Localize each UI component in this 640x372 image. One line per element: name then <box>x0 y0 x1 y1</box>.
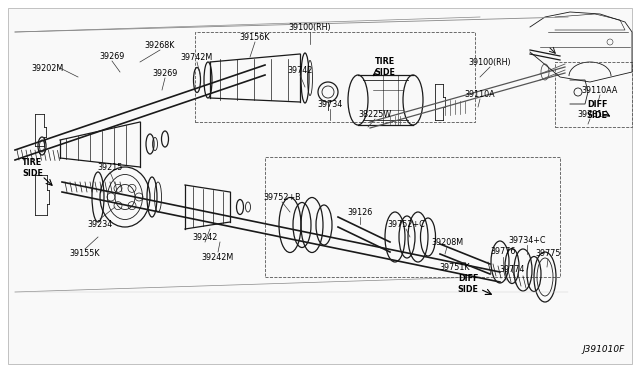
Text: 39774: 39774 <box>499 266 525 275</box>
Text: 39751K: 39751K <box>440 263 470 272</box>
Text: 39268K: 39268K <box>145 41 175 49</box>
Text: 39734: 39734 <box>317 99 342 109</box>
Text: 39126: 39126 <box>348 208 372 217</box>
Text: 39734+C: 39734+C <box>508 235 546 244</box>
Text: 39242: 39242 <box>192 232 218 241</box>
Text: 39202M: 39202M <box>32 64 64 73</box>
Text: 39781: 39781 <box>577 109 603 119</box>
Text: 39775: 39775 <box>535 250 561 259</box>
Text: 39110AA: 39110AA <box>582 86 618 94</box>
Text: 39269: 39269 <box>152 68 178 77</box>
Text: DIFF
SIDE: DIFF SIDE <box>458 274 479 294</box>
Text: 39752+C: 39752+C <box>387 219 425 228</box>
Text: 39269: 39269 <box>99 51 125 61</box>
Text: 39742: 39742 <box>287 65 313 74</box>
Text: 39100(RH): 39100(RH) <box>468 58 511 67</box>
Text: 39155K: 39155K <box>70 250 100 259</box>
Text: 38225W: 38225W <box>358 109 392 119</box>
Text: 39110A: 39110A <box>465 90 495 99</box>
FancyBboxPatch shape <box>8 8 632 364</box>
Text: 39156K: 39156K <box>240 32 270 42</box>
Text: J391010F: J391010F <box>583 345 625 354</box>
Text: 39752+B: 39752+B <box>263 192 301 202</box>
Text: 39242M: 39242M <box>202 253 234 262</box>
Text: TIRE
SIDE: TIRE SIDE <box>22 158 43 178</box>
Text: 39215: 39215 <box>97 163 123 171</box>
Text: 39100(RH): 39100(RH) <box>289 22 332 32</box>
Text: DIFF
SIDE: DIFF SIDE <box>587 100 607 120</box>
Text: 39208M: 39208M <box>431 237 463 247</box>
Text: 39742M: 39742M <box>181 52 213 61</box>
Text: TIRE
SIDE: TIRE SIDE <box>374 57 396 77</box>
Text: 39234: 39234 <box>88 219 113 228</box>
Text: 39776: 39776 <box>490 247 516 257</box>
